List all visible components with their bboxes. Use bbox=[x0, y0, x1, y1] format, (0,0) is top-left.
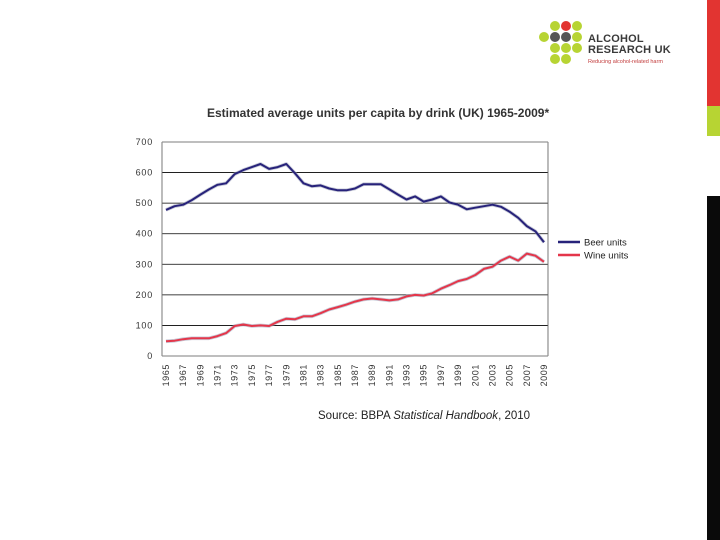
x-tick-label: 1997 bbox=[436, 364, 446, 386]
logo-line2: RESEARCH UK bbox=[588, 44, 671, 56]
x-tick-label: 1989 bbox=[367, 364, 377, 386]
chart-legend: Beer units Wine units bbox=[558, 238, 629, 262]
alcohol-research-uk-logo: ALCOHOL RESEARCH UK Reducing alcohol-rel… bbox=[538, 18, 688, 70]
x-tick-label: 1967 bbox=[178, 364, 188, 386]
chart-grid bbox=[161, 141, 549, 357]
side-accent-green bbox=[707, 106, 720, 136]
logo-dots-icon bbox=[539, 21, 582, 64]
y-tick-label: 300 bbox=[136, 259, 153, 269]
x-tick-label: 1973 bbox=[230, 364, 240, 386]
x-tick-label: 2005 bbox=[505, 364, 515, 386]
series-line-shadow bbox=[165, 251, 546, 344]
x-tick-label: 1975 bbox=[247, 364, 257, 386]
logo-tagline: Reducing alcohol-related harm bbox=[588, 59, 663, 65]
x-tick-label: 1981 bbox=[298, 364, 308, 386]
series-line bbox=[165, 163, 545, 243]
logo-line1: ALCOHOL bbox=[588, 33, 644, 45]
logo-wordmark: ALCOHOL RESEARCH UK bbox=[588, 34, 671, 56]
chart-title: Estimated average units per capita by dr… bbox=[207, 106, 549, 120]
x-tick-label: 1985 bbox=[333, 364, 343, 386]
x-tick-label: 1979 bbox=[281, 364, 291, 386]
y-tick-label: 100 bbox=[136, 320, 153, 330]
x-tick-label: 2001 bbox=[470, 364, 480, 386]
x-tick-label: 1969 bbox=[195, 364, 205, 386]
x-axis-tick-labels: 1965 1967 1969 1971 1973 1975 1977 1979 1981 1983… bbox=[161, 364, 549, 386]
x-tick-label: 1999 bbox=[453, 364, 463, 386]
x-tick-label: 1977 bbox=[264, 364, 274, 386]
side-accent-red bbox=[707, 0, 720, 106]
chart-series-lines bbox=[165, 162, 546, 344]
y-axis-tick-labels: 0 100 200 300 400 500 600 700 bbox=[136, 137, 153, 361]
y-tick-label: 0 bbox=[147, 351, 153, 361]
x-tick-label: 2007 bbox=[522, 364, 532, 386]
y-tick-label: 400 bbox=[136, 229, 153, 239]
x-tick-label: 2003 bbox=[487, 364, 497, 386]
source-prefix: Source: BBPA bbox=[318, 410, 394, 422]
y-tick-label: 700 bbox=[136, 137, 153, 147]
x-tick-label: 1995 bbox=[419, 364, 429, 386]
x-tick-label: 2009 bbox=[539, 364, 549, 386]
x-tick-label: 1965 bbox=[161, 364, 171, 386]
x-tick-label: 1971 bbox=[213, 364, 223, 386]
y-tick-label: 500 bbox=[136, 198, 153, 208]
source-title: Statistical Handbook bbox=[393, 410, 499, 422]
x-tick-label: 1991 bbox=[384, 364, 394, 386]
source-citation: Source: BBPA Statistical Handbook, 2010 bbox=[318, 410, 530, 422]
x-tick-label: 1983 bbox=[316, 364, 326, 386]
plot-frame bbox=[161, 141, 549, 357]
y-tick-label: 200 bbox=[136, 290, 153, 300]
series-line bbox=[165, 252, 545, 343]
side-accent-black bbox=[707, 196, 720, 540]
x-tick-label: 1987 bbox=[350, 364, 360, 386]
x-tick-label: 1993 bbox=[402, 364, 412, 386]
legend-label: Wine units bbox=[584, 251, 629, 262]
y-tick-label: 600 bbox=[136, 168, 153, 178]
legend-label: Beer units bbox=[584, 238, 627, 249]
source-suffix: , 2010 bbox=[498, 410, 531, 422]
